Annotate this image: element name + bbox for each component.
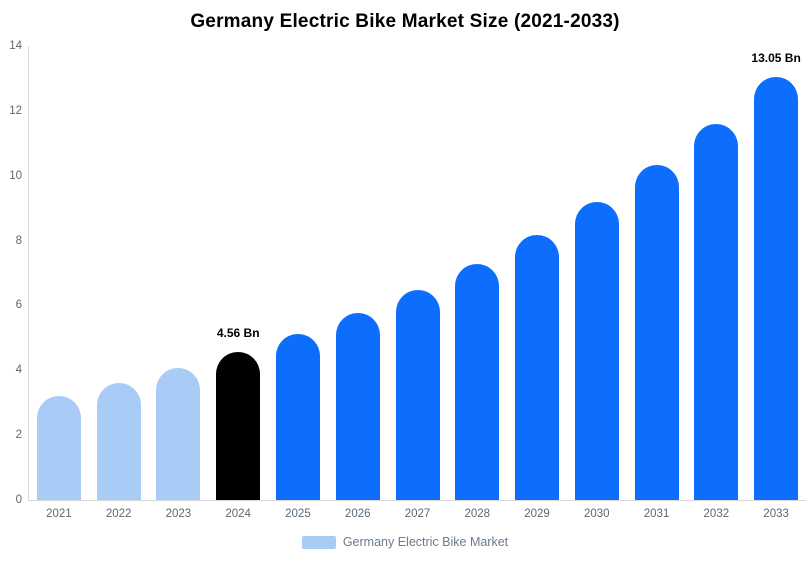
- bar-value-label: 4.56 Bn: [216, 326, 260, 341]
- bar-2031[interactable]: [634, 165, 679, 500]
- x-axis-line: [28, 500, 806, 501]
- bar-2030[interactable]: [574, 201, 619, 500]
- x-tick-label: 2025: [285, 508, 311, 520]
- chart-title: Germany Electric Bike Market Size (2021-…: [190, 11, 620, 32]
- y-tick-label: 14: [9, 40, 22, 52]
- bar-2021[interactable]: [36, 395, 81, 500]
- bar-2027[interactable]: [395, 290, 440, 500]
- bar-2026[interactable]: [335, 313, 380, 500]
- plot-area: 4.56 Bn 13.05 Bn: [29, 46, 806, 500]
- y-tick-label: 4: [15, 364, 22, 377]
- x-tick-label: 2030: [584, 508, 610, 520]
- x-tick-label: 2029: [524, 508, 550, 520]
- legend: Germany Electric Bike Market: [0, 535, 810, 549]
- legend-item[interactable]: Germany Electric Bike Market: [301, 535, 509, 549]
- bar-value-label: 13.05 Bn: [751, 50, 801, 65]
- bar-2032[interactable]: [694, 123, 739, 500]
- legend-swatch-icon: [301, 535, 336, 549]
- legend-label: Germany Electric Bike Market: [342, 535, 509, 549]
- y-tick-label: 12: [9, 104, 22, 117]
- x-tick-label: 2023: [165, 508, 192, 520]
- bar-2028[interactable]: [455, 263, 500, 500]
- x-tick-label: 2021: [46, 508, 72, 520]
- x-tick-label: 2033: [763, 508, 789, 520]
- y-tick-label: 8: [15, 234, 22, 247]
- x-tick-label: 2031: [643, 508, 670, 520]
- x-tick-label: 2028: [464, 508, 491, 520]
- y-tick-label: 0: [15, 494, 22, 506]
- bar-2024[interactable]: [216, 352, 261, 500]
- bar-2022[interactable]: [96, 382, 141, 500]
- y-tick-label: 6: [15, 299, 22, 312]
- x-tick-label: 2027: [404, 508, 431, 520]
- y-tick-label: 10: [9, 169, 22, 182]
- x-tick-label: 2026: [344, 508, 371, 520]
- bar-2025[interactable]: [275, 333, 320, 500]
- bar-2033[interactable]: [754, 76, 799, 500]
- y-axis-line: [28, 46, 29, 501]
- y-tick-label: 2: [15, 429, 22, 442]
- x-tick-label: 2024: [225, 508, 251, 520]
- bar-2023[interactable]: [156, 368, 201, 500]
- x-tick-label: 2032: [703, 508, 730, 520]
- x-tick-label: 2022: [105, 508, 132, 520]
- bar-2029[interactable]: [515, 234, 560, 500]
